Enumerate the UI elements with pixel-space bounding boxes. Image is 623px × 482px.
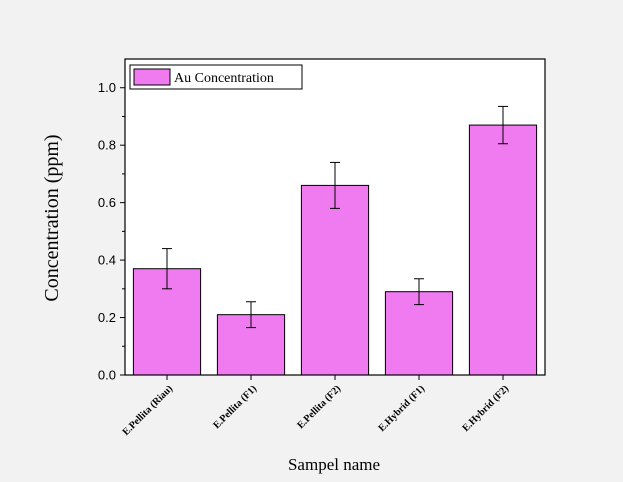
y-tick-label: 0.8: [98, 138, 116, 153]
bar: [468, 124, 538, 376]
x-axis: E.Pellita (Riau) E.Pellita (F1) E.Pellita …: [121, 375, 512, 438]
error-bars-group: [162, 105, 508, 329]
y-tick-label: 0.0: [98, 368, 116, 383]
bars-group: [132, 124, 538, 376]
x-tick-label: E.Hybrid (F1): [377, 383, 428, 434]
bar: [300, 184, 370, 376]
x-axis-title: Sampel name: [288, 455, 380, 474]
y-tick-label: 0.2: [98, 310, 116, 325]
legend-label: Au Concentration: [174, 71, 274, 86]
x-tick-label: E.Hybrid (F2): [461, 383, 512, 434]
legend-swatch: [133, 68, 171, 86]
x-tick-label: E.Pellita (Riau): [121, 383, 176, 438]
x-tick-label: E.Pellita (F2): [295, 383, 343, 431]
y-tick-label: 1.0: [98, 80, 116, 95]
y-axis-title: Concentration (ppm): [41, 134, 63, 301]
y-tick-label: 0.4: [98, 253, 116, 268]
x-tick-label: E.Pellita (F1): [211, 383, 259, 431]
y-axis: 0.0 0.2 0.4 0.6 0.8 1.0: [98, 80, 125, 383]
y-tick-label: 0.6: [98, 195, 116, 210]
legend: Au Concentration: [129, 64, 303, 90]
